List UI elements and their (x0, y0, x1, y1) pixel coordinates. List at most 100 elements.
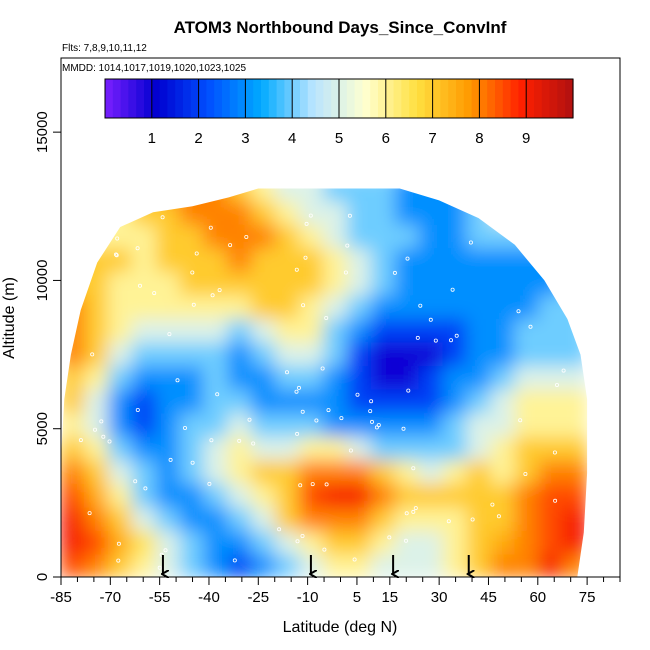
heatmap-cell (83, 222, 110, 249)
heatmap-cell (251, 269, 278, 296)
heatmap-cell (323, 434, 349, 461)
heatmap-cell (251, 364, 278, 390)
heatmap-cell (203, 199, 230, 225)
colorbar-swatch (456, 79, 465, 118)
heatmap-cell (155, 481, 182, 508)
heatmap-cell (251, 458, 278, 484)
heatmap-cell (131, 434, 158, 461)
observation-point (215, 392, 220, 397)
colorbar-swatch (190, 79, 200, 118)
heatmap-cell (370, 481, 397, 508)
heatmap-cell (370, 188, 397, 202)
observation-point (167, 332, 172, 337)
heatmap-cell (323, 552, 349, 577)
observation-point (237, 438, 242, 443)
observation-point (209, 438, 214, 443)
heatmap-cell (466, 340, 493, 367)
heatmap-cell (179, 364, 206, 390)
heatmap-cell (466, 246, 493, 272)
x-tick-label: 45 (480, 589, 497, 606)
heatmap-cell (466, 222, 493, 249)
heatmap-cell (299, 188, 325, 202)
heatmap-cell (562, 552, 588, 577)
heatmap-cell (466, 481, 493, 508)
heatmap-cell (61, 387, 86, 414)
heatmap-cell (466, 188, 493, 202)
colorbar-swatch (557, 79, 566, 118)
observation-point (433, 338, 438, 343)
observation-point (369, 399, 374, 404)
observation-point (79, 296, 84, 301)
heatmap-cell (490, 269, 517, 296)
observation-point (387, 535, 392, 540)
heatmap-cell (107, 552, 134, 577)
colorbar: 1 2 3 4 5 6 7 8 9 (104, 78, 574, 147)
observation-point (277, 527, 282, 532)
heatmap-cell (251, 316, 278, 343)
heatmap-cell (418, 387, 445, 414)
heatmap-cell (203, 458, 230, 484)
heatmap-cell (562, 199, 588, 225)
heatmap-cell (466, 199, 493, 225)
x-axis-label: Latitude (deg N) (283, 619, 398, 636)
colorbar-swatch (105, 79, 114, 118)
heatmap-cell (107, 316, 134, 343)
heatmap-cell (418, 434, 445, 461)
heatmap-cell (61, 505, 86, 531)
heatmap-cell (490, 246, 517, 272)
colorbar-swatch (565, 79, 574, 118)
observation-point (374, 425, 379, 430)
heatmap-cell (179, 458, 206, 484)
heatmap-cell (179, 188, 206, 202)
heatmap-cell (490, 411, 517, 437)
observation-point (160, 215, 165, 220)
heatmap-cell (490, 340, 517, 367)
heatmap-cell (562, 458, 588, 484)
heatmap-cell (155, 293, 182, 319)
heatmap-cell (370, 387, 397, 414)
observation-point (355, 392, 360, 397)
colorbar-swatch (362, 79, 371, 118)
colorbar-swatch (276, 79, 285, 118)
heatmap-cell (107, 481, 134, 508)
heatmap-cell (323, 199, 349, 225)
heatmap-cell (514, 340, 541, 367)
observation-point (392, 270, 397, 275)
heatmap-cell (538, 316, 565, 343)
heatmap-cell (538, 293, 565, 319)
heatmap-cell (442, 246, 469, 272)
x-tick-label: -40 (198, 589, 220, 606)
observation-point (303, 255, 308, 260)
heatmap-cell (490, 528, 517, 555)
y-tick-label: 15000 (34, 111, 51, 153)
colorbar-swatch (261, 79, 270, 118)
heatmap-cell (514, 222, 541, 249)
colorbar-swatch (253, 79, 262, 118)
heatmap-cell (131, 188, 158, 202)
heatmap-cell (466, 505, 493, 531)
heatmap-cell (538, 364, 565, 390)
heatmap-cell (155, 528, 182, 555)
x-axis: -85 -70 -55 -40 -25 -10 5 15 30 45 60 75 (50, 577, 621, 606)
heatmap-cell (418, 505, 445, 531)
observation-point (191, 302, 196, 307)
heatmap-cell (179, 316, 206, 343)
heatmap-cell (83, 481, 110, 508)
observation-point (324, 482, 329, 487)
observation-point (376, 423, 381, 428)
heatmap-cell (203, 528, 230, 555)
flights-subtitle: Flts: 7,8,9,10,11,12 (62, 43, 147, 54)
heatmap-cell (394, 293, 421, 319)
heatmap-cell (418, 293, 445, 319)
heatmap-cell (155, 552, 182, 577)
heatmap-cell (442, 528, 469, 555)
heatmap-cell (394, 222, 421, 249)
heatmap-cell (490, 387, 517, 414)
observation-point (555, 382, 560, 387)
colorbar-swatch (541, 79, 551, 118)
observation-point (152, 291, 157, 296)
heatmap-cell (323, 364, 349, 390)
heatmap-cell (203, 222, 230, 249)
heatmap-cell (131, 552, 158, 577)
